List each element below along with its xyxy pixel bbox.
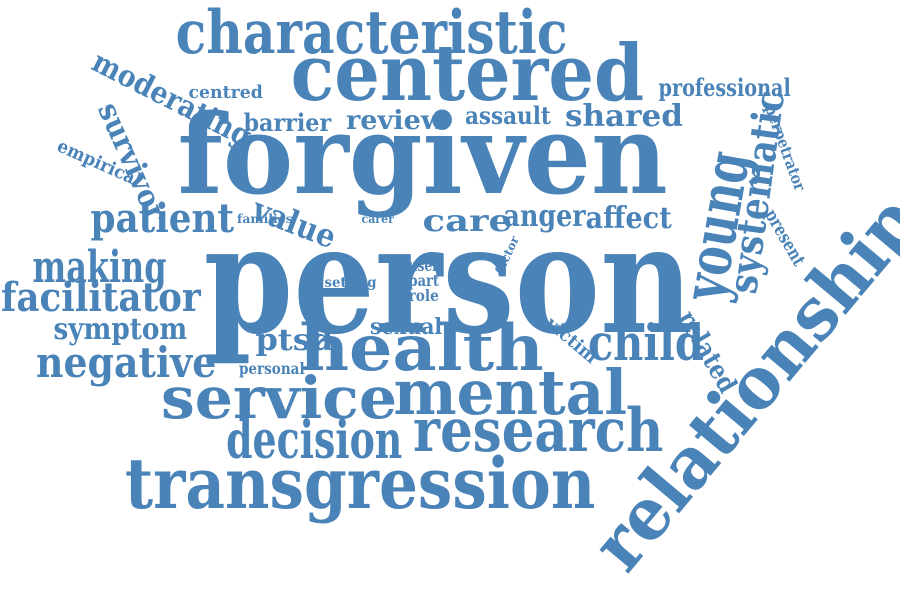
word-decision: decision	[226, 410, 403, 471]
word-personal: personal	[238, 359, 305, 378]
word-user: user	[408, 256, 439, 275]
word-person: person	[203, 192, 693, 368]
word-role: role	[408, 286, 439, 305]
word-characteristic: characteristic	[175, 0, 568, 68]
word-shared: shared	[565, 99, 684, 134]
word-service: service	[161, 364, 398, 432]
word-forgiven: forgiven	[176, 90, 668, 219]
word-anger: anger	[503, 199, 586, 234]
word-barrier: barrier	[243, 108, 331, 137]
word-mental: mental	[392, 356, 627, 429]
word-making: making	[32, 242, 166, 293]
word-setting: setting	[324, 275, 377, 291]
word-assault: assault	[464, 101, 551, 130]
word-child: child	[587, 313, 704, 372]
word-facilitator: facilitator	[0, 274, 201, 321]
word-families: families	[237, 212, 293, 226]
word-symptom: symptom	[52, 312, 187, 347]
word-research: research	[413, 396, 664, 466]
word-carer: carer	[361, 212, 394, 226]
word-centered: centered	[290, 28, 644, 119]
word-affect: affect	[585, 201, 672, 236]
word-sexual: sexual	[370, 314, 443, 340]
word-care: care	[422, 204, 512, 239]
word-review: review	[345, 106, 445, 136]
word-negative: negative	[36, 338, 217, 387]
word-ptsd: ptsd	[255, 323, 333, 358]
word-part: part	[408, 271, 439, 290]
word-patient: patient	[90, 195, 234, 242]
word-transgression: transgression	[124, 442, 596, 525]
word-professional: professional	[658, 73, 791, 102]
word-health: health	[298, 311, 544, 386]
word-centred: centred	[188, 82, 263, 103]
